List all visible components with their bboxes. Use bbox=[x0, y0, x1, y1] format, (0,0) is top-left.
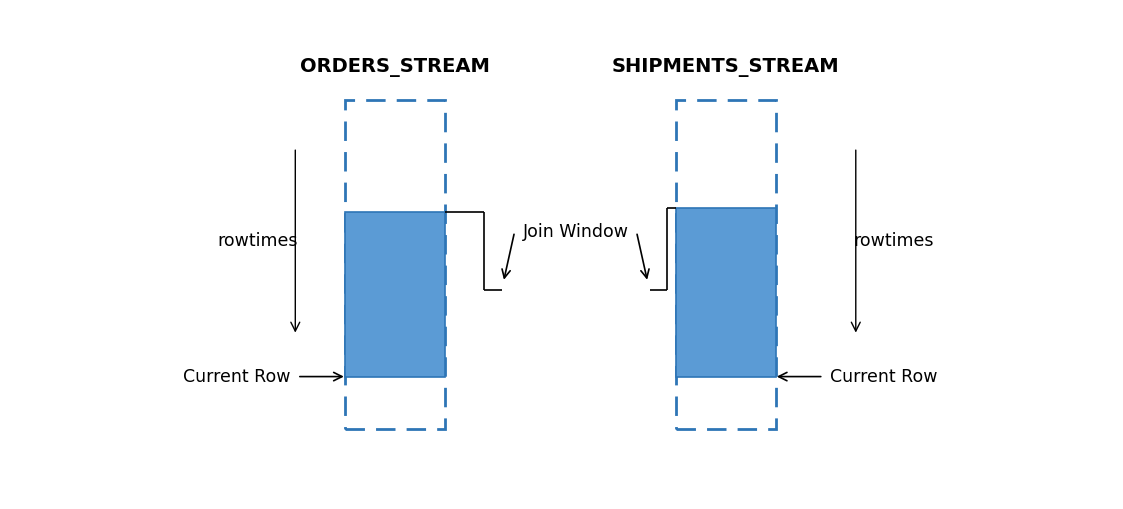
Bar bbox=[676, 208, 776, 377]
Text: Current Row: Current Row bbox=[830, 367, 938, 386]
Bar bbox=[345, 100, 445, 430]
Bar bbox=[345, 212, 445, 377]
Text: Current Row: Current Row bbox=[183, 367, 291, 386]
Text: SHIPMENTS_STREAM: SHIPMENTS_STREAM bbox=[612, 58, 840, 77]
Text: Join Window: Join Window bbox=[522, 222, 629, 241]
Text: rowtimes: rowtimes bbox=[218, 233, 298, 250]
Text: rowtimes: rowtimes bbox=[853, 233, 933, 250]
Text: ORDERS_STREAM: ORDERS_STREAM bbox=[300, 58, 490, 77]
Bar bbox=[676, 100, 776, 430]
